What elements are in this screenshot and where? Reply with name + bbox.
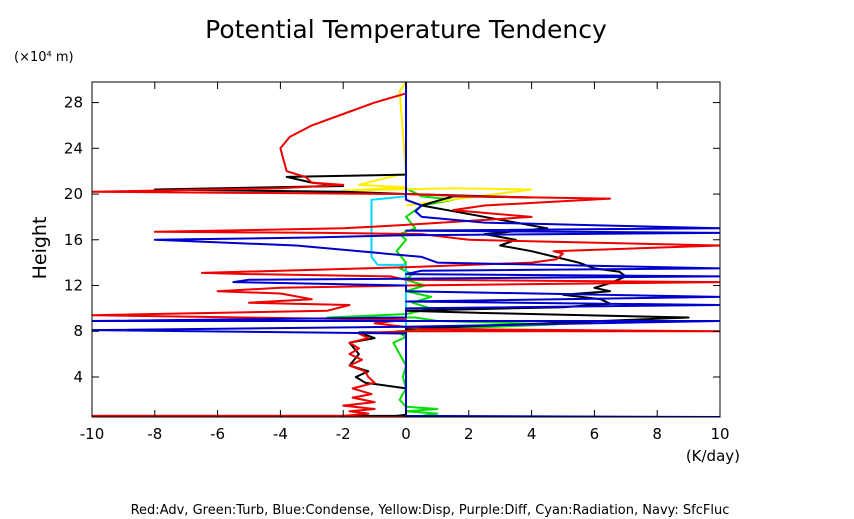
x-tick-label: -8 bbox=[147, 425, 162, 443]
x-tick-label: 2 bbox=[464, 425, 474, 443]
y-axis-multiplier: (×10⁴ m) bbox=[14, 50, 74, 65]
series-line-adv bbox=[92, 82, 720, 417]
series-line-cyan bbox=[370, 82, 407, 417]
legend-text: Red:Adv, Green:Turb, Blue:Condense, Yell… bbox=[131, 503, 730, 518]
chart-title: Potential Temperature Tendency bbox=[205, 15, 607, 44]
y-tick-label: 16 bbox=[64, 231, 83, 249]
x-tick-label: 0 bbox=[401, 425, 411, 443]
y-tick-label: 4 bbox=[73, 368, 83, 386]
x-tick-label: 4 bbox=[527, 425, 537, 443]
y-axis-label: Height bbox=[29, 217, 51, 280]
y-tick-label: 20 bbox=[64, 185, 83, 203]
x-tick-label: -4 bbox=[273, 425, 288, 443]
y-tick-label: 24 bbox=[64, 139, 83, 157]
x-tick-label: -2 bbox=[336, 425, 351, 443]
x-tick-label: 6 bbox=[590, 425, 600, 443]
y-tick-label: 8 bbox=[73, 322, 83, 340]
x-tick-label: 8 bbox=[652, 425, 662, 443]
y-tick-label: 28 bbox=[64, 94, 83, 112]
y-tick-label: 12 bbox=[64, 277, 83, 295]
series-line-condense bbox=[92, 82, 720, 417]
series-line-disp bbox=[342, 82, 533, 207]
series-layer bbox=[92, 82, 720, 417]
x-tick-label: -10 bbox=[80, 425, 105, 443]
x-tick-label: 10 bbox=[710, 425, 729, 443]
x-axis-label: (K/day) bbox=[686, 447, 740, 465]
x-tick-label: -6 bbox=[210, 425, 225, 443]
